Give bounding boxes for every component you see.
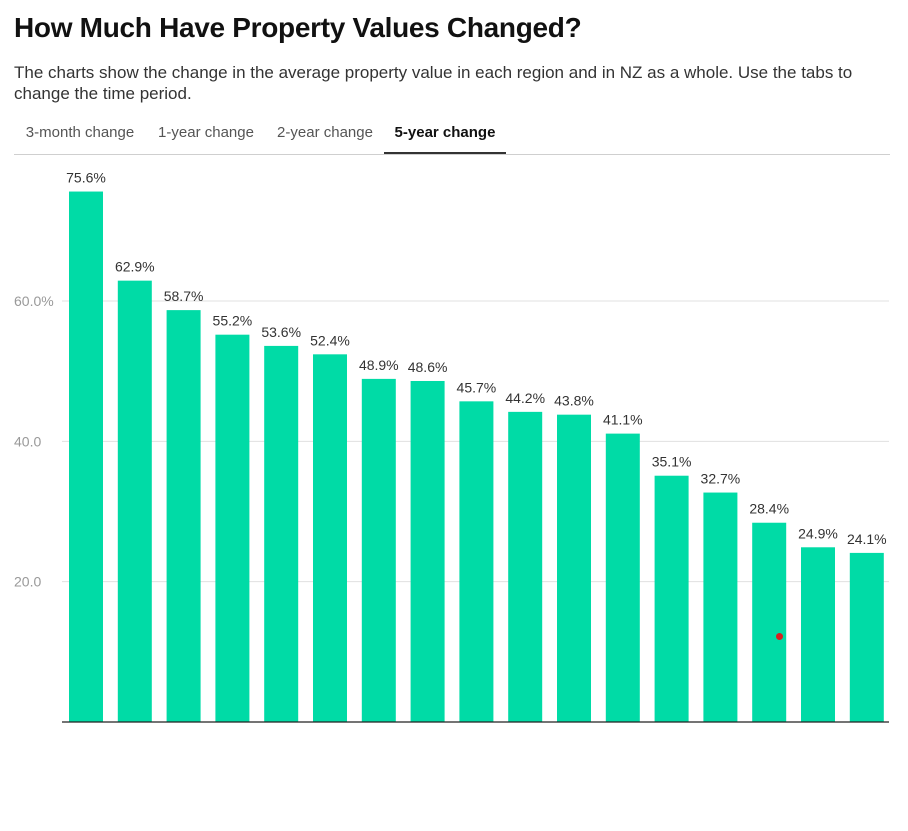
bar-4 <box>264 345 299 722</box>
x-tick-label-7: Otago <box>420 731 436 769</box>
data-label-16: 24.1% <box>847 531 887 547</box>
x-tick-label-12: v Zealand <box>664 731 680 792</box>
chart-title: How Much Have Property Values Changed? <box>14 12 582 43</box>
y-tick-label-40: 40.0 <box>14 433 41 449</box>
x-tick-label-9: Northland <box>517 731 533 792</box>
bar-5 <box>313 354 347 722</box>
bar-16 <box>849 552 884 722</box>
data-label-3: 55.2% <box>213 313 253 329</box>
data-label-2: 58.7% <box>164 288 204 304</box>
bar-12 <box>654 475 689 722</box>
data-label-10: 43.8% <box>554 393 594 409</box>
data-label-1: 62.9% <box>115 259 155 275</box>
bar-14 <box>752 522 787 722</box>
x-tick-label-0: est Coast <box>78 731 94 790</box>
bar-0 <box>69 191 103 722</box>
bar-8 <box>459 401 494 722</box>
bar-15 <box>801 547 835 722</box>
x-tick-label-11: of Plenty <box>615 731 631 785</box>
tab-2-year-change[interactable]: 2-year change <box>277 124 373 141</box>
data-label-0: 75.6% <box>66 170 106 186</box>
x-tick-label-4: anterbury <box>273 731 289 790</box>
data-label-6: 48.9% <box>359 357 399 373</box>
bar-2 <box>166 310 201 722</box>
y-tick-label-20: 20.0 <box>14 574 41 590</box>
x-tick-label-6: rlborough <box>371 731 387 790</box>
data-label-9: 44.2% <box>505 390 545 406</box>
x-tick-label-8: wke's Bay <box>468 731 484 795</box>
tab-1-year-change[interactable]: 1-year change <box>158 124 254 141</box>
x-tick-label-15: Nelson <box>810 731 826 775</box>
x-tick-label-2: Gisborne <box>176 731 192 788</box>
data-label-8: 45.7% <box>457 379 497 395</box>
bar-10 <box>557 414 591 722</box>
x-tick-label-5: Taranaki <box>322 731 338 784</box>
bar-11 <box>605 433 640 722</box>
bar-13 <box>703 492 738 722</box>
data-label-14: 28.4% <box>749 501 789 517</box>
period-tabs: 3-month change 1-year change 2-year chan… <box>14 118 890 155</box>
bar-chart: 20.0 40.0 60.0% 75.6% est Coast 62.9% Southlan… <box>14 170 889 795</box>
bar-1 <box>117 280 152 722</box>
y-tick-label-60: 60.0% <box>14 293 54 309</box>
x-tick-label-13: Tasman <box>712 731 728 780</box>
bar-6 <box>361 378 396 722</box>
bar-7 <box>410 380 445 722</box>
x-tick-label-10: Waikato <box>566 731 582 781</box>
data-label-13: 32.7% <box>701 471 741 487</box>
data-label-4: 53.6% <box>261 324 301 340</box>
tab-5-year-change[interactable]: 5-year change <box>384 118 506 154</box>
data-label-12: 35.1% <box>652 454 692 470</box>
data-label-5: 52.4% <box>310 332 350 348</box>
x-tick-label-1: Southland <box>127 731 143 794</box>
data-label-11: 41.1% <box>603 412 643 428</box>
data-label-7: 48.6% <box>408 359 448 375</box>
tab-3-month-change[interactable]: 3-month change <box>25 124 135 141</box>
bar-9 <box>508 411 543 722</box>
bar-3 <box>215 334 250 722</box>
chart-subtitle: The charts show the change in the averag… <box>14 63 853 103</box>
x-tick-label-14: Vellington <box>761 731 777 792</box>
x-tick-label-3: hanganui <box>224 731 240 789</box>
data-label-15: 24.9% <box>798 525 838 541</box>
x-tick-label-16: Auckland <box>859 731 875 789</box>
marker-dot <box>776 633 783 640</box>
